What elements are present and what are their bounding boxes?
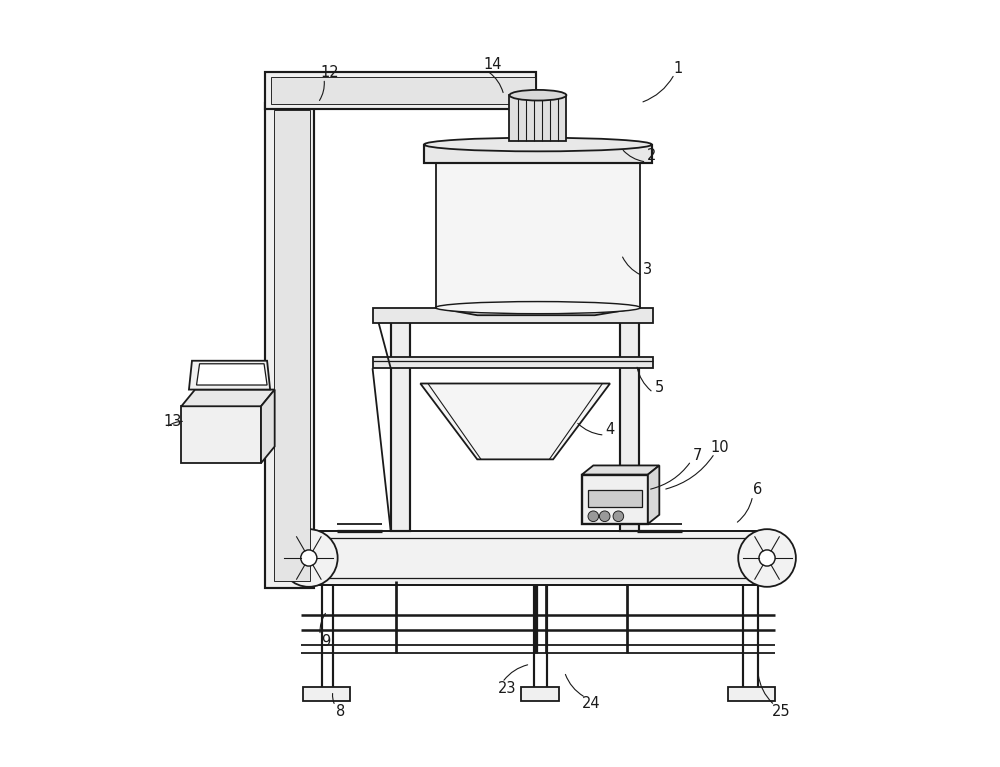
Text: 24: 24 [582,696,600,711]
Text: 13: 13 [163,414,181,429]
Bar [391,319,410,532]
Text: 4: 4 [605,422,615,436]
Polygon shape [648,466,659,524]
Bar [274,110,310,581]
Polygon shape [436,308,640,315]
Polygon shape [582,466,659,475]
Polygon shape [197,364,267,385]
Text: 10: 10 [711,440,729,456]
Polygon shape [181,390,275,407]
Ellipse shape [424,138,652,151]
Circle shape [599,511,610,522]
Text: 14: 14 [483,58,502,72]
Bar [265,72,536,109]
Ellipse shape [436,301,640,314]
Text: 23: 23 [498,681,517,696]
Text: 1: 1 [674,61,683,76]
Circle shape [301,550,317,566]
Bar [582,475,648,524]
Bar [588,490,642,507]
Ellipse shape [509,90,566,100]
Circle shape [613,511,624,522]
Bar [265,103,314,588]
Text: 3: 3 [643,262,653,277]
Bar [309,532,767,584]
Bar [728,687,775,700]
Text: 25: 25 [771,704,790,719]
Circle shape [588,511,599,522]
Bar [271,77,535,104]
Polygon shape [420,384,610,459]
Bar [620,319,639,532]
Polygon shape [261,390,275,463]
Bar [424,144,652,163]
Bar [303,687,350,700]
Text: 8: 8 [336,704,345,719]
Text: 7: 7 [693,448,702,463]
Circle shape [759,550,775,566]
Bar [509,95,566,140]
Text: 2: 2 [647,148,656,163]
Bar [373,357,653,368]
Circle shape [280,529,338,587]
Text: 5: 5 [655,380,664,395]
Text: 6: 6 [753,482,763,497]
Text: 9: 9 [321,634,330,649]
Bar [373,308,653,323]
Circle shape [738,529,796,587]
Bar [521,687,559,700]
Bar [181,407,261,463]
Polygon shape [189,360,270,390]
Bar [436,163,640,308]
Text: 12: 12 [320,65,339,80]
